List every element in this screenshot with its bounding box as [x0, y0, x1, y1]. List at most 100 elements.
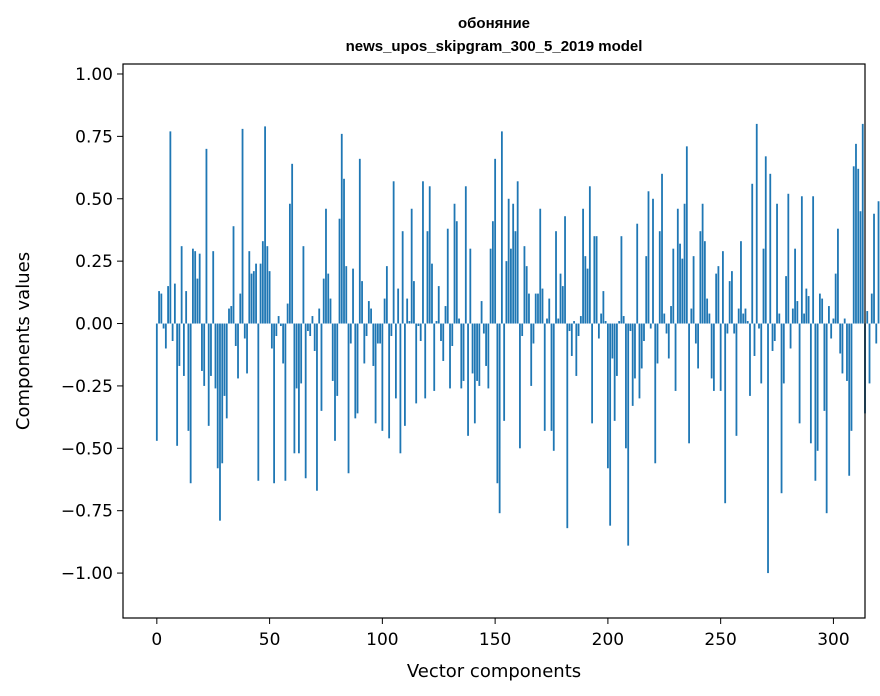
y-tick-label: −0.75	[61, 502, 113, 522]
bar	[205, 148, 208, 324]
bar	[327, 273, 330, 324]
bar	[219, 323, 221, 521]
bar	[710, 323, 713, 379]
bar	[320, 323, 323, 411]
bar	[742, 313, 745, 324]
chart-title-line2: news_upos_skipgram_300_5_2019 model	[346, 38, 643, 55]
bar	[431, 263, 433, 324]
bar	[597, 323, 600, 339]
bar	[336, 323, 339, 396]
bar	[316, 323, 318, 491]
y-axis-ticks: −1.00 −0.75 −0.50 −0.25 0.00 0.25 0.50 0.75 1.00	[61, 65, 123, 584]
bar	[207, 323, 210, 426]
bar	[600, 313, 603, 324]
bar	[780, 323, 783, 494]
bar	[800, 196, 803, 324]
bar	[726, 323, 729, 334]
bar	[160, 293, 163, 324]
bar	[494, 158, 497, 324]
bar	[309, 323, 312, 337]
bar	[830, 323, 833, 339]
bar	[473, 323, 476, 424]
bar	[796, 301, 799, 324]
bar	[304, 323, 307, 479]
y-tick-label: −1.00	[61, 564, 113, 584]
bar	[406, 298, 409, 324]
bar	[523, 246, 526, 324]
bar	[663, 313, 666, 324]
bar	[300, 323, 303, 384]
bar	[647, 191, 650, 324]
bar	[521, 323, 524, 337]
y-tick-label: 0.00	[75, 315, 113, 335]
bar	[719, 323, 722, 391]
bar	[347, 323, 350, 474]
bar	[444, 306, 447, 324]
bar	[288, 203, 291, 324]
x-tick-label: 300	[817, 630, 849, 650]
bar	[311, 316, 314, 324]
bar	[379, 323, 381, 344]
bar	[670, 306, 672, 324]
bar	[325, 208, 327, 324]
bar	[588, 186, 591, 324]
bar	[798, 323, 801, 424]
bar	[620, 236, 623, 324]
bar	[575, 323, 578, 376]
bar	[338, 218, 341, 324]
bar	[228, 308, 230, 324]
bar	[408, 321, 411, 324]
bar	[667, 323, 670, 359]
bar	[764, 156, 767, 324]
bar	[261, 241, 264, 324]
bar	[593, 236, 596, 324]
bar	[241, 128, 244, 324]
bar	[877, 201, 880, 324]
bar	[685, 146, 688, 324]
bar	[568, 323, 571, 332]
bar	[528, 293, 530, 324]
bar	[363, 323, 366, 364]
bar	[455, 221, 458, 324]
bar	[500, 131, 503, 324]
x-tick-label: 100	[366, 630, 398, 650]
bar	[198, 253, 201, 324]
bar	[616, 323, 618, 376]
bar	[354, 323, 357, 419]
bar	[717, 266, 720, 324]
bar	[171, 323, 174, 341]
bar	[361, 281, 363, 324]
bar	[688, 323, 690, 444]
bar	[435, 321, 438, 324]
bar	[744, 308, 747, 324]
bar	[343, 178, 345, 324]
bar	[722, 251, 724, 324]
bar	[176, 323, 179, 446]
bar	[512, 203, 515, 324]
bar	[467, 323, 469, 436]
bar	[870, 293, 873, 324]
bar	[194, 251, 197, 324]
bar	[372, 323, 375, 366]
bar	[789, 323, 792, 349]
bar	[225, 323, 228, 419]
bar	[606, 323, 609, 469]
bar	[875, 323, 878, 344]
bar	[449, 323, 451, 389]
bar	[559, 273, 562, 324]
bar	[645, 256, 648, 324]
bar	[259, 263, 262, 324]
bar	[679, 243, 681, 324]
bar	[453, 203, 456, 324]
bar	[390, 323, 393, 337]
bar	[487, 323, 490, 389]
bar	[489, 248, 492, 324]
bar	[751, 183, 754, 324]
bar	[530, 323, 533, 386]
y-tick-label: 1.00	[75, 65, 113, 85]
bar	[471, 323, 474, 374]
bar	[850, 323, 853, 431]
bar	[618, 321, 621, 324]
bar	[410, 208, 413, 324]
